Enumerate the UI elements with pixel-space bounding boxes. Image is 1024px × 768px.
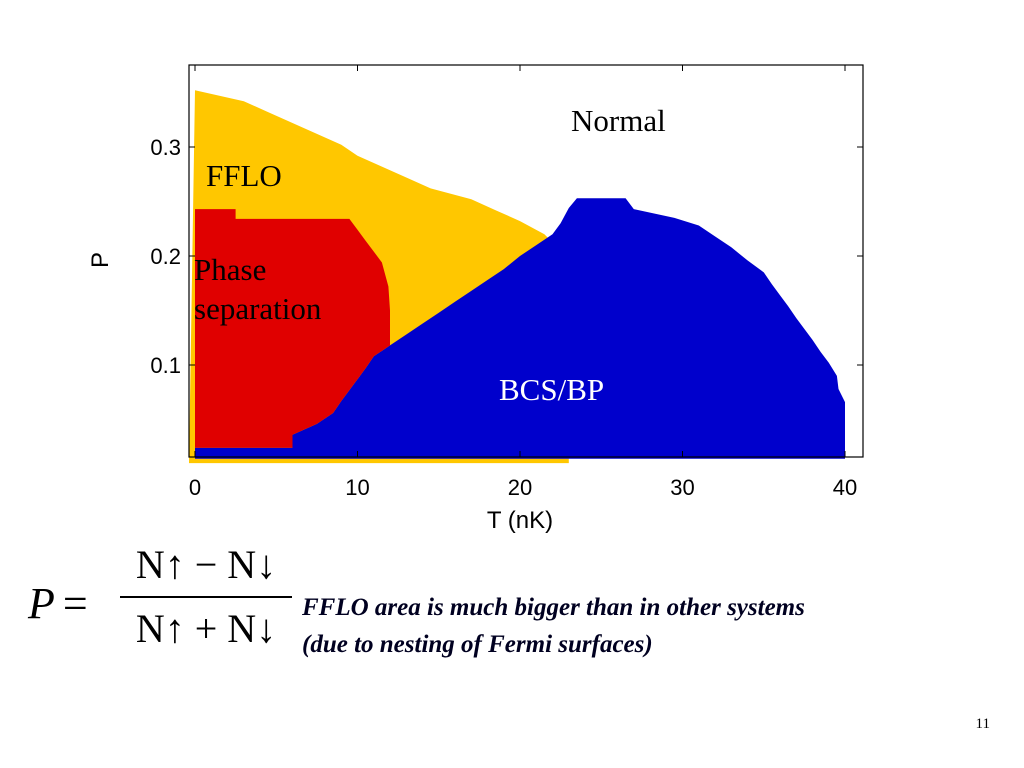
y-tick-label: 0.2 (150, 244, 181, 269)
chart-labels: T (nK) P Normal FFLO Phase separation BCS/BP (87, 103, 666, 534)
formula-denominator: N↑ + N↓ (135, 606, 277, 651)
x-axis-label: T (nK) (487, 507, 553, 534)
y-tick-label: 0.1 (150, 353, 181, 378)
x-tick-label: 0 (189, 475, 201, 500)
y-axis-label: P (87, 252, 114, 268)
polarization-formula: P = N↑ − N↓ N↑ + N↓ (28, 540, 298, 670)
y-tick-label: 0.3 (150, 135, 181, 160)
slide-number: 11 (975, 716, 990, 732)
label-phase-line-1: Phase (194, 252, 266, 287)
formula-lhs-symbol: P (28, 579, 55, 628)
formula-fraction: N↑ − N↓ N↑ + N↓ (120, 540, 292, 654)
formula-lhs: P = (28, 578, 88, 629)
plot-frame (188, 64, 864, 458)
label-phase-line-2: separation (194, 291, 322, 326)
region-bcs-bp (195, 198, 845, 459)
x-tick-label: 30 (670, 475, 694, 500)
axes: 0 10 20 30 40 0.1 0.2 0.3 (150, 64, 864, 500)
formula-equals: = (62, 579, 88, 628)
fraction-bar (120, 596, 292, 598)
x-tick-label: 40 (833, 475, 857, 500)
formula-numerator: N↑ − N↓ (135, 542, 277, 587)
x-tick-label: 20 (508, 475, 532, 500)
label-normal: Normal (571, 103, 666, 138)
phase-diagram-chart: 0 10 20 30 40 0.1 0.2 0.3 T (nK) P Normal FFLO Phas… (87, 64, 864, 534)
note-line-1: FFLO area is much bigger than in other s… (302, 594, 805, 621)
region-phase-separation (195, 209, 390, 448)
x-tick-label: 10 (345, 475, 369, 500)
plot-area (189, 90, 845, 464)
label-fflo: FFLO (206, 158, 282, 193)
label-bcs-bp: BCS/BP (499, 372, 604, 407)
note-line-2: (due to nesting of Fermi surfaces) (302, 631, 653, 658)
slide-note: FFLO area is much bigger than in other s… (302, 589, 1002, 663)
